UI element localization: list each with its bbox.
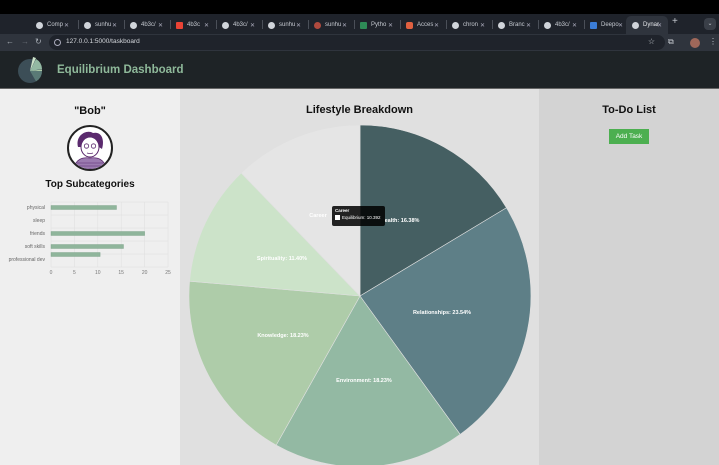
close-tab-icon[interactable]: ✕ — [656, 22, 662, 29]
bookmark-star-icon[interactable]: ☆ — [647, 37, 655, 46]
new-tab-button[interactable]: + — [672, 16, 678, 27]
close-tab-icon[interactable]: ✕ — [249, 22, 255, 29]
gear-icon — [84, 21, 91, 29]
legend-swatch-icon — [335, 215, 340, 220]
lifestyle-panel: Lifestyle Breakdown Career ealth: 16.38%… — [180, 89, 539, 465]
tooltip-title: Career — [335, 208, 350, 213]
x-tick: 20 — [141, 270, 148, 276]
lifestyle-title: Lifestyle Breakdown — [306, 104, 413, 116]
globe-icon — [632, 21, 639, 29]
site-info-icon[interactable] — [54, 39, 61, 46]
chart-tooltip: Career Equilibrium: 10.392 — [332, 206, 385, 226]
browser-tab[interactable]: sunhu ✕ — [262, 16, 307, 34]
x-tick: 15 — [118, 270, 124, 276]
close-tab-icon[interactable]: ✕ — [479, 22, 485, 29]
browser-tab[interactable]: 4b3c/✕ — [538, 16, 583, 34]
gear-icon — [268, 21, 275, 29]
close-tab-icon[interactable]: ✕ — [341, 22, 347, 29]
app-icon — [406, 21, 413, 29]
address-bar[interactable]: 127.0.0.1:5000/taskboard ☆ — [49, 35, 665, 50]
github-icon — [222, 21, 229, 29]
x-tick: 25 — [165, 270, 171, 276]
close-tab-icon[interactable]: ✕ — [571, 22, 577, 29]
browser-tab[interactable]: Acces ✕ — [400, 16, 445, 34]
lifestyle-pie-chart[interactable] — [180, 89, 539, 465]
bar-label-soft-skills: soft skills — [24, 244, 45, 250]
bar-label-friends: friends — [29, 231, 45, 237]
reload-icon[interactable]: ↻ — [35, 37, 42, 46]
profile-illustration-icon — [73, 131, 107, 169]
pie-slice-relationships[interactable] — [359, 207, 532, 435]
todo-panel: To-Do List Add Task — [539, 89, 719, 465]
x-tick: 0 — [49, 270, 53, 276]
browser-tab[interactable]: 4b3c/✕ — [124, 16, 169, 34]
browser-tab[interactable]: sunhu ✕ — [78, 16, 123, 34]
close-tab-icon[interactable]: ✕ — [617, 22, 623, 29]
extensions-icon[interactable]: ⧉ — [668, 37, 674, 46]
close-tab-icon[interactable]: ✕ — [525, 22, 531, 29]
close-tab-icon[interactable]: ✕ — [157, 22, 163, 29]
close-tab-icon[interactable]: ✕ — [111, 22, 117, 29]
bar-label-physical: physical — [26, 205, 45, 211]
bar-label-professional-dev: professional dev — [8, 257, 45, 263]
globe-icon — [452, 21, 459, 29]
browser-tab[interactable]: Pytho ✕ — [354, 16, 399, 34]
browser-tab[interactable]: chron ✕ — [446, 16, 491, 34]
spirituality-label: Spirituality: 11.40% — [256, 256, 308, 262]
close-tab-icon[interactable]: ✕ — [433, 22, 439, 29]
close-tab-icon[interactable]: ✕ — [387, 22, 393, 29]
close-tab-icon[interactable]: ✕ — [63, 22, 69, 29]
app-header: Equilibrium Dashboard — [0, 51, 719, 89]
avatar-icon — [314, 21, 321, 29]
browser-tab[interactable]: sunhu ✕ — [308, 16, 353, 34]
profile-picture — [67, 125, 113, 171]
user-name: "Bob" — [74, 105, 106, 117]
gmail-icon — [176, 21, 183, 29]
forward-icon[interactable]: → — [21, 37, 29, 46]
profile-avatar[interactable] — [690, 38, 700, 48]
back-icon[interactable]: ← — [6, 37, 14, 46]
menu-icon[interactable]: ⋮ — [709, 37, 717, 46]
health-label: ealth: 16.38% — [384, 218, 420, 224]
github-icon — [544, 21, 551, 29]
pie-slice-spirituality[interactable] — [189, 172, 361, 297]
subcategories-title: Top Subcategories — [45, 179, 135, 190]
browser-tab[interactable]: Branc ✕ — [492, 16, 537, 34]
github-icon — [498, 21, 505, 29]
w3schools-icon — [360, 21, 367, 29]
github-icon — [130, 21, 137, 29]
profile-panel: "Bob" Top Subcategories — [0, 89, 180, 465]
pie-slice-career[interactable] — [240, 124, 361, 297]
bar-label-sleep: sleep — [33, 218, 45, 224]
pie-slice-environment[interactable] — [275, 295, 461, 465]
browser-tab[interactable]: 4b3c/✕ — [216, 16, 261, 34]
environment-label: Environment: 18.23% — [336, 378, 392, 384]
browser-toolbar: ← → ↻ 127.0.0.1:5000/taskboard ☆ ⧉ ⋮ — [0, 34, 719, 51]
browser-tab[interactable]: Deepo ✕ — [584, 16, 629, 34]
close-tab-icon[interactable]: ✕ — [203, 22, 209, 29]
tooltip-value: Equilibrium: 10.392 — [342, 215, 381, 220]
pie-slice-health[interactable] — [359, 124, 507, 297]
browser-tab-strip: Comp ✕ sunhu ✕ 4b3c/✕ 4b3c ✕ 4b3c/✕ sunhu ✕ … — [0, 14, 719, 34]
browser-tab-active[interactable]: Dynar ✕ — [626, 16, 668, 34]
deepo-icon — [590, 21, 597, 29]
github-icon — [36, 21, 43, 29]
close-tab-icon[interactable]: ✕ — [295, 22, 301, 29]
app-title: Equilibrium Dashboard — [57, 64, 184, 76]
url-text[interactable]: 127.0.0.1:5000/taskboard — [66, 38, 140, 45]
subcategories-bar-chart: physical sleep friends soft skills profe… — [0, 197, 180, 287]
tab-search-button[interactable]: ⌄ — [704, 18, 716, 30]
knowledge-label: Knowledge: 18.23% — [257, 333, 309, 339]
bar-chart-canvas — [50, 201, 169, 268]
add-task-button[interactable]: Add Task — [609, 129, 649, 144]
career-label: Career — [309, 213, 327, 219]
pie-slice-knowledge[interactable] — [188, 280, 361, 446]
relationships-label: Relationships: 23.54% — [412, 310, 472, 316]
browser-tab[interactable]: Comp ✕ — [30, 16, 75, 34]
x-tick: 5 — [73, 270, 76, 276]
x-tick: 10 — [95, 270, 101, 276]
pie-logo-icon — [18, 57, 42, 83]
todo-title: To-Do List — [602, 104, 656, 116]
browser-tab[interactable]: 4b3c ✕ — [170, 16, 215, 34]
